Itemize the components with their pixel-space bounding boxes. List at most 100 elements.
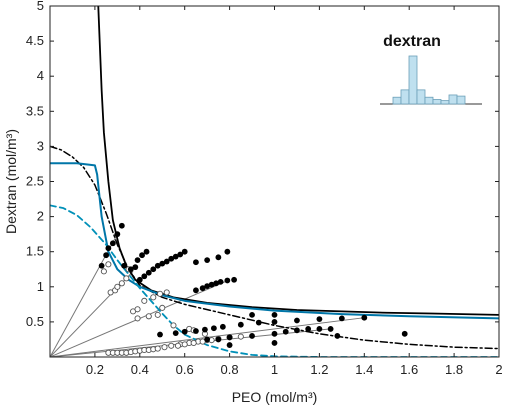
filled-point	[294, 317, 300, 324]
x-tick-label: 0.6	[176, 362, 194, 377]
curve-solid-blue	[50, 162, 499, 320]
filled-point	[249, 311, 255, 318]
x-tick-label: 0.4	[131, 362, 149, 377]
open-point	[168, 342, 175, 349]
curve-solid-black	[97, 6, 499, 316]
filled-point	[109, 240, 116, 247]
y-tick-label: 4	[37, 68, 44, 83]
open-point	[123, 275, 130, 282]
open-point	[150, 294, 157, 301]
x-tick-label: 0.2	[86, 362, 104, 377]
filled-point	[193, 328, 199, 334]
filled-point	[271, 319, 278, 325]
filled-point	[204, 336, 211, 343]
inset-bar	[400, 89, 410, 105]
open-point	[105, 261, 112, 268]
filled-point	[127, 266, 134, 273]
filled-point	[224, 277, 231, 284]
filled-point	[338, 315, 345, 322]
filled-point	[154, 262, 161, 269]
filled-point	[168, 255, 175, 262]
open-point	[190, 339, 197, 347]
filled-point	[139, 252, 145, 259]
inset-bar	[416, 89, 426, 105]
filled-point	[316, 326, 323, 332]
axes: 0.2 0.4 0.6 0.8 1 1.2 1.4 1.6 1.8 2 0.5 1 1.5 2 2.5 3 3.…	[3, 0, 503, 405]
filled-point	[226, 342, 233, 348]
open-point	[134, 315, 141, 322]
filled-point	[204, 283, 211, 289]
open-point	[114, 283, 121, 290]
x-tick-label: 1.6	[400, 362, 418, 377]
y-tick-label: 1	[37, 279, 44, 294]
inset-bar	[408, 55, 418, 105]
filled-point	[327, 326, 334, 332]
filled-point	[215, 336, 222, 343]
filled-point	[193, 287, 199, 294]
open-point	[174, 342, 182, 349]
data-points	[98, 222, 408, 356]
plot-frame	[49, 5, 500, 358]
filled-point	[159, 260, 166, 267]
filled-point	[237, 321, 244, 328]
filled-point	[226, 334, 233, 341]
x-tick-label: 2	[495, 362, 502, 377]
filled-point	[132, 264, 139, 271]
x-tick-label: 1.4	[355, 362, 373, 377]
inset-bar	[424, 96, 434, 105]
x-tick-label: 0.8	[221, 362, 239, 377]
y-tick-label: 0.5	[26, 314, 44, 329]
y-tick-label: 3.5	[26, 103, 44, 118]
binodal-curves	[50, 6, 499, 357]
filled-point	[141, 273, 148, 280]
inset-title: dextran	[383, 33, 441, 50]
open-point	[159, 304, 166, 311]
filled-point	[199, 285, 206, 292]
filled-point	[204, 257, 211, 264]
filled-point	[98, 262, 105, 269]
filled-point	[401, 330, 408, 337]
x-tick-label: 1.2	[310, 362, 328, 377]
filled-point	[172, 253, 179, 260]
filled-point	[294, 327, 300, 334]
filled-point	[305, 326, 312, 332]
filled-point	[172, 330, 179, 337]
inset-bar	[392, 96, 402, 105]
open-point	[161, 344, 168, 351]
filled-point	[145, 269, 152, 276]
dextran-inset: dextran	[380, 33, 482, 105]
filled-point	[118, 222, 125, 229]
filled-point	[249, 333, 255, 339]
open-point	[118, 280, 125, 287]
x-tick-label: 1	[271, 362, 278, 377]
y-axis-label: Dextran (mol/m³)	[3, 129, 19, 234]
open-point	[145, 313, 152, 320]
filled-point	[219, 323, 226, 330]
filled-point	[210, 325, 217, 332]
filled-point	[271, 330, 278, 337]
open-point	[134, 306, 141, 313]
open-point	[154, 311, 161, 318]
open-point	[163, 289, 170, 296]
curve-dashed-blue	[50, 204, 499, 357]
inset-bar	[432, 99, 442, 105]
open-point	[170, 322, 177, 329]
filled-point	[181, 328, 188, 335]
filled-point	[202, 326, 208, 333]
open-point	[156, 290, 164, 297]
filled-point	[215, 254, 222, 261]
y-tick-label: 3	[37, 138, 44, 153]
inset-bar	[448, 94, 458, 105]
filled-point	[361, 314, 368, 321]
open-point	[141, 297, 148, 304]
open-point	[237, 333, 244, 340]
filled-point	[217, 278, 224, 285]
filled-point	[114, 231, 121, 238]
x-tick-label: 1.8	[445, 362, 463, 377]
filled-point	[208, 281, 215, 288]
filled-point	[255, 319, 262, 326]
y-tick-label: 2	[37, 209, 44, 224]
open-point	[100, 268, 107, 275]
